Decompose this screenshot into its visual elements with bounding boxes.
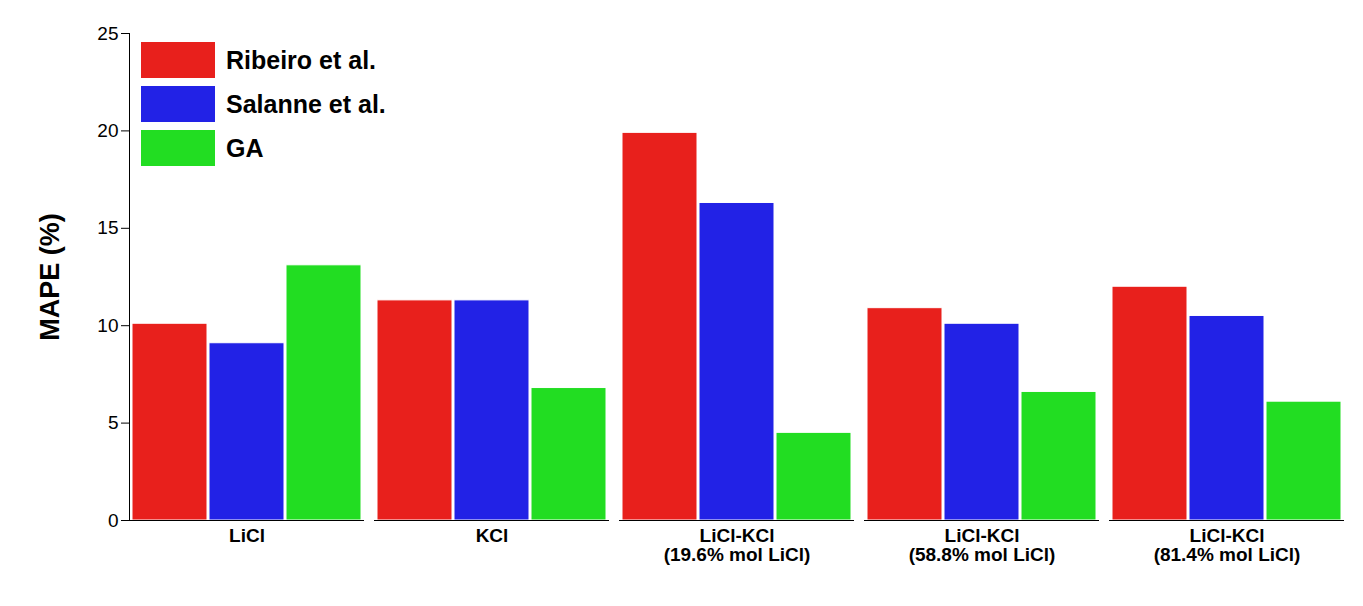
svg-text:25: 25: [97, 23, 118, 44]
svg-text:5: 5: [108, 412, 119, 433]
svg-text:LiCl-KCl(81.4% mol LiCl): LiCl-KCl(81.4% mol LiCl): [1154, 525, 1301, 565]
svg-text:MAPE (%): MAPE (%): [35, 213, 65, 341]
svg-text:15: 15: [97, 217, 118, 238]
svg-text:LiCl-KCl(58.8% mol LiCl): LiCl-KCl(58.8% mol LiCl): [909, 525, 1056, 565]
svg-text:20: 20: [97, 120, 118, 141]
svg-text:0: 0: [108, 510, 119, 531]
svg-text:10: 10: [97, 315, 118, 336]
svg-text:KCl: KCl: [476, 525, 509, 546]
html-text:GA: GA: [226, 133, 264, 162]
svg-text:LiCl: LiCl: [229, 525, 265, 546]
html-text:Salanne et al.: Salanne et al.: [226, 89, 386, 118]
svg-text:LiCl-KCl(19.6% mol LiCl): LiCl-KCl(19.6% mol LiCl): [664, 525, 811, 565]
html-text:Ribeiro et al.: Ribeiro et al.: [226, 45, 376, 74]
